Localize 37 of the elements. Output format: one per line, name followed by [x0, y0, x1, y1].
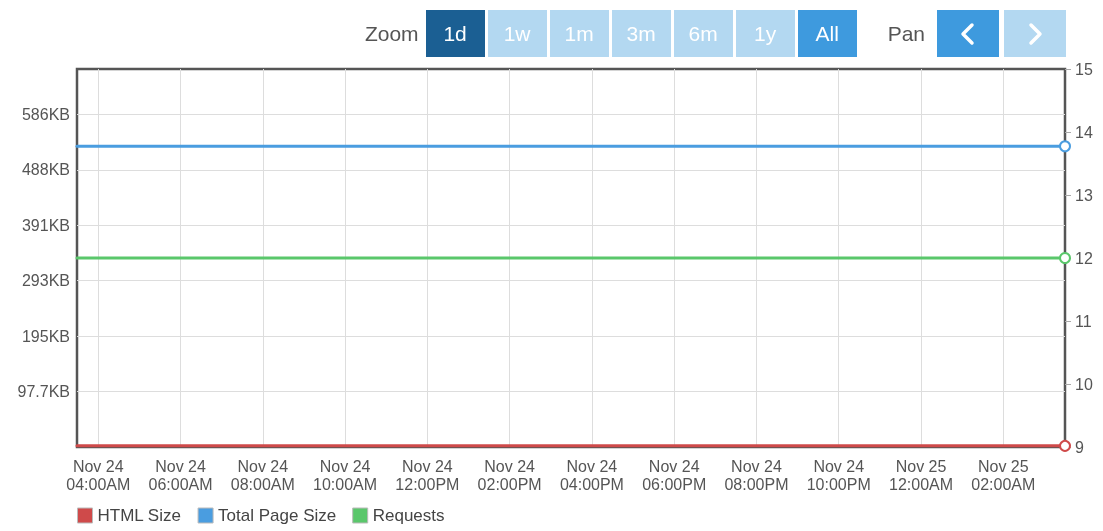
y-tick-label: 586KB	[21, 105, 70, 123]
y2-tick-label: 12	[1075, 249, 1093, 267]
text: All	[797, 10, 857, 57]
y-tick-label: 195KB	[21, 327, 70, 345]
y2-tick-label: 13	[1075, 186, 1093, 204]
x-tick-label: Nov 24 08:00PM	[724, 457, 789, 493]
x-tick-label: Nov 24 04:00PM	[559, 457, 624, 493]
x-tick-label: Nov 24 08:00AM	[230, 457, 295, 493]
x-tick-label: Nov 24 10:00AM	[313, 457, 378, 493]
text: 1w	[487, 10, 547, 57]
y-tick-label: 488KB	[21, 161, 70, 179]
legend-label: Requests	[372, 506, 445, 525]
y2-tick-label: 10	[1075, 375, 1093, 393]
x-tick-label: Nov 24 10:00PM	[806, 457, 871, 493]
x-tick-label: Nov 24 06:00AM	[148, 457, 213, 493]
text: 3m	[611, 10, 671, 57]
text: Zoom	[364, 21, 419, 46]
x-tick-label: Nov 25 12:00AM	[888, 457, 954, 493]
text: 6m	[673, 10, 733, 57]
y2-tick-label: 11	[1075, 312, 1092, 330]
y2-tick-label: 14	[1075, 123, 1093, 141]
x-tick-label: Nov 24 06:00PM	[642, 457, 707, 493]
y-tick-label: 97.7KB	[17, 383, 70, 401]
x-tick-label: Nov 24 02:00PM	[477, 457, 542, 493]
x-tick-label: Nov 25 02:00AM	[971, 457, 1036, 493]
text: 1y	[735, 10, 795, 57]
x-tick-label: Nov 24 04:00AM	[66, 457, 131, 493]
y-tick-label: 293KB	[21, 272, 70, 290]
text: 1d	[425, 10, 485, 57]
y-tick-label: 391KB	[21, 216, 70, 234]
y2-tick-label: 9	[1075, 438, 1084, 456]
y2-tick-label: 15	[1075, 60, 1093, 78]
x-tick-label: Nov 24 12:00PM	[395, 457, 460, 493]
legend-label: HTML Size	[97, 506, 181, 525]
text: 1m	[549, 10, 609, 57]
legend-label: Total Page Size	[218, 506, 337, 525]
text: Pan	[887, 21, 925, 46]
